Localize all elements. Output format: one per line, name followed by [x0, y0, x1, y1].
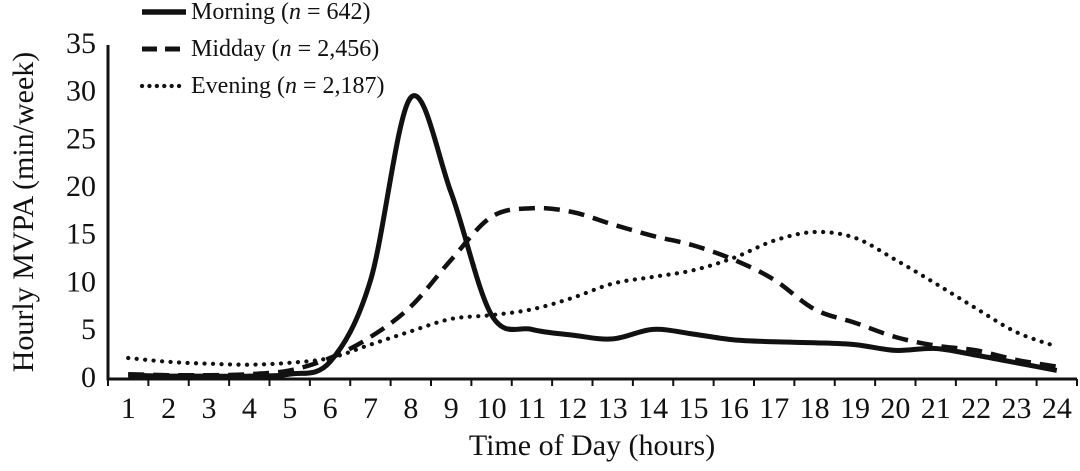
curve-evening [126, 229, 1059, 367]
x-tick-label: 9 [444, 392, 459, 425]
x-tick-label: 14 [638, 392, 668, 425]
x-tick-label: 2 [161, 392, 176, 425]
x-tick-label: 18 [800, 392, 830, 425]
legend-label-midday: Midday (n = 2,456) [191, 36, 379, 62]
x-axis-label: Time of Day (hours) [469, 429, 715, 462]
x-tick-label: 13 [598, 392, 628, 425]
curve-midday [128, 205, 1058, 378]
curve-morning [128, 93, 1058, 379]
series-curves [126, 93, 1059, 379]
x-tick-label: 12 [557, 392, 587, 425]
y-axis-label: Hourly MVPA (min/week) [7, 52, 40, 373]
legend-item-morning: Morning (n = 642) [142, 0, 371, 25]
x-tick-label: 16 [719, 392, 749, 425]
x-tick-label: 20 [880, 392, 910, 425]
x-tick-label: 1 [121, 392, 136, 425]
x-tick-label: 24 [1042, 392, 1072, 425]
x-tick-label: 11 [517, 392, 546, 425]
x-tick-label: 23 [1001, 392, 1031, 425]
legend-item-midday: Midday (n = 2,456) [142, 36, 379, 62]
x-tick-label: 19 [840, 392, 870, 425]
y-tick-label: 0 [81, 361, 96, 394]
y-tick-label: 20 [66, 170, 96, 203]
x-tick-label: 21 [921, 392, 951, 425]
y-tick-label: 35 [66, 27, 96, 60]
x-tick-label: 8 [403, 392, 418, 425]
legend: Morning (n = 642) Midday (n = 2,456) Eveni… [139, 0, 385, 99]
x-tick-label: 15 [678, 392, 708, 425]
y-tick-label: 5 [81, 313, 96, 346]
y-tick-label: 10 [66, 265, 96, 298]
legend-label-evening: Evening (n = 2,187) [191, 73, 385, 99]
y-tick-label: 25 [66, 122, 96, 155]
x-axis-tick-labels: 1 2 3 4 5 6 7 8 9 10 11 12 13 14 15 16 17 18 19 20 21 22 23 24 [121, 392, 1072, 425]
x-tick-label: 3 [201, 392, 216, 425]
x-tick-label: 10 [477, 392, 507, 425]
y-axis-tick-labels: 0 5 10 15 20 25 30 35 [66, 27, 96, 394]
y-tick-label: 30 [66, 75, 96, 108]
x-tick-label: 7 [363, 392, 378, 425]
legend-item-evening: Evening (n = 2,187) [139, 73, 385, 99]
legend-label-morning: Morning (n = 642) [191, 0, 371, 25]
x-tick-label: 4 [242, 392, 257, 425]
x-axis-ticks [107, 379, 1078, 386]
x-tick-label: 6 [323, 392, 338, 425]
x-tick-label: 22 [961, 392, 991, 425]
y-tick-label: 15 [66, 218, 96, 251]
x-tick-label: 17 [759, 392, 789, 425]
x-tick-label: 5 [282, 392, 297, 425]
